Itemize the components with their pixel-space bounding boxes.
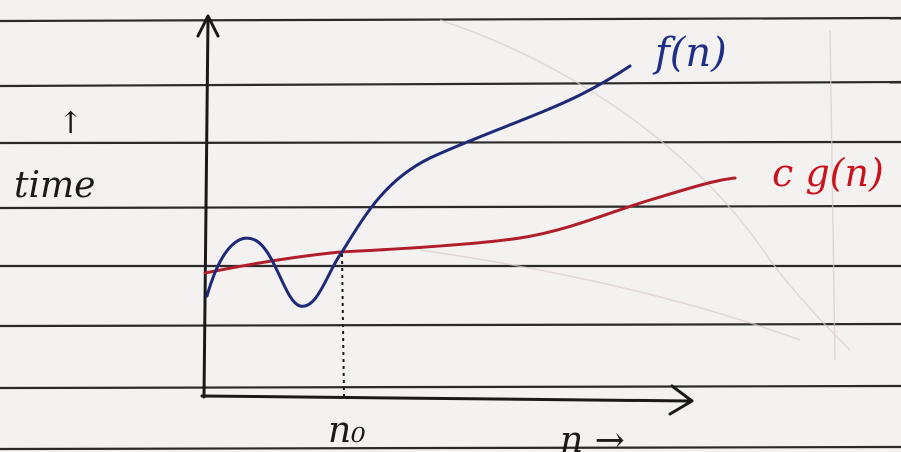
ruled-line <box>0 445 901 451</box>
y-axis-arrowhead <box>196 14 220 38</box>
x-axis <box>200 394 692 403</box>
x-axis-label: n → <box>560 420 625 452</box>
n0-marker-line <box>341 253 345 399</box>
ruled-line <box>0 80 901 88</box>
f-curve-label: f(n) <box>652 30 727 76</box>
y-axis <box>202 16 210 399</box>
f-curve <box>205 64 632 308</box>
ruled-line <box>0 322 901 328</box>
x-axis-arrowhead <box>668 384 694 416</box>
ruled-line <box>0 140 901 145</box>
time-arrow: ↑ <box>58 106 83 141</box>
axes <box>196 14 694 416</box>
cg-curve-label: c g(n) <box>772 151 884 195</box>
time-label: time <box>14 165 95 206</box>
ruled-line <box>0 384 901 390</box>
cg-curve <box>203 176 737 275</box>
ruled-line <box>0 16 901 23</box>
bleed-through-marks <box>419 19 851 361</box>
ruled-lines <box>0 16 901 451</box>
ruled-line <box>0 204 901 210</box>
n0-label: n₀ <box>328 410 366 451</box>
